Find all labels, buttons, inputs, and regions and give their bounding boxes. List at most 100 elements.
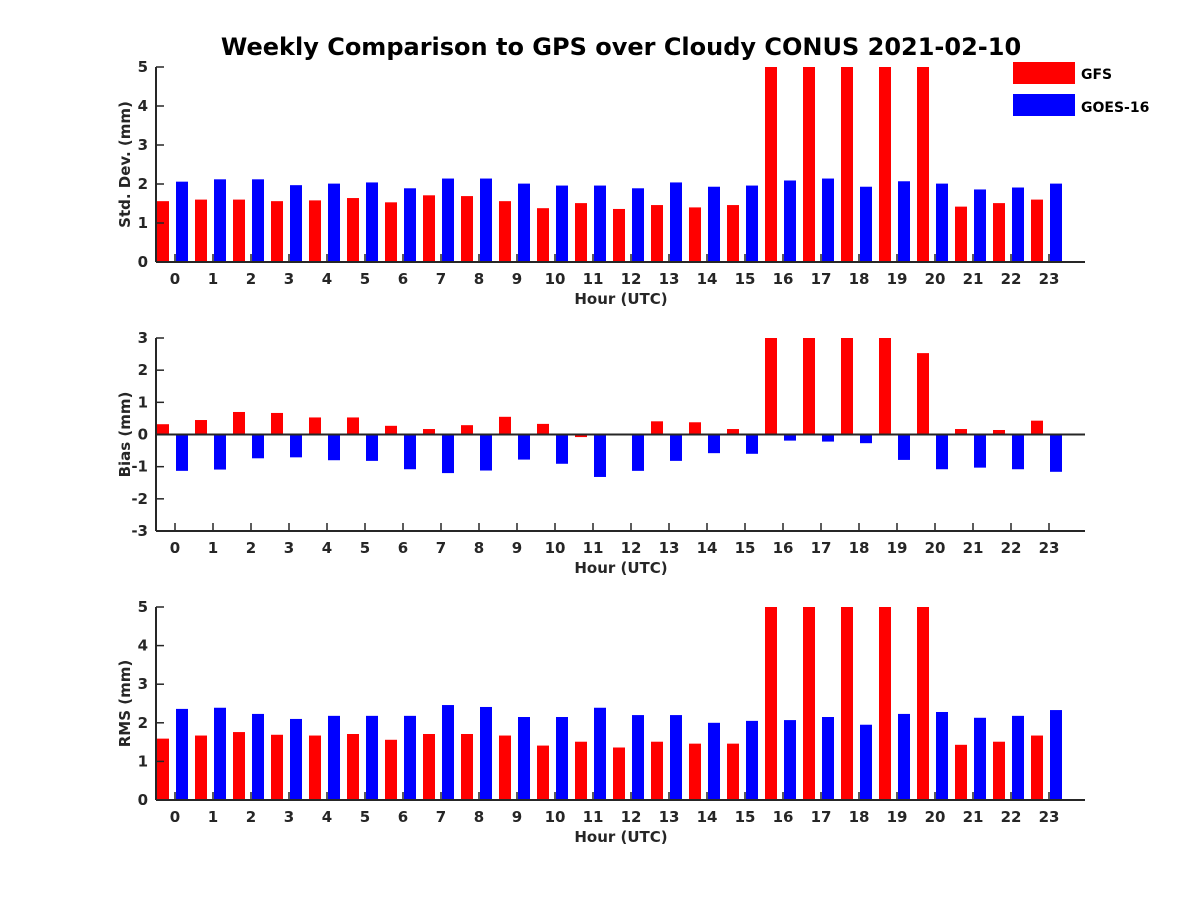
bias-bar-gfs-13 bbox=[651, 421, 663, 435]
bias-y-tick-label: -3 bbox=[131, 522, 148, 540]
std-dev-bar-gfs-10 bbox=[537, 208, 549, 262]
bias-bar-gfs-6 bbox=[385, 425, 397, 435]
std-dev-bar-gfs-4 bbox=[309, 200, 321, 262]
rms-bar-goes16-17 bbox=[822, 717, 834, 800]
bias-x-tick-label: 21 bbox=[963, 539, 984, 557]
bias-bar-gfs-17 bbox=[803, 338, 815, 435]
std-dev-bar-goes16-17 bbox=[822, 178, 834, 262]
rms-bar-goes16-19 bbox=[898, 713, 910, 800]
std-dev-bar-gfs-8 bbox=[461, 196, 473, 262]
bias-bar-gfs-21 bbox=[955, 429, 967, 435]
bias-bar-gfs-23 bbox=[1031, 420, 1043, 435]
rms-x-tick-label: 14 bbox=[697, 808, 718, 826]
bias-bar-goes16-9 bbox=[518, 434, 530, 460]
bias-y-axis-label: Bias (mm) bbox=[116, 392, 134, 478]
std-dev-bar-goes16-0 bbox=[176, 181, 188, 262]
rms-bar-gfs-2 bbox=[233, 732, 245, 800]
bias-x-tick-label: 1 bbox=[208, 539, 218, 557]
std-dev-x-tick-label: 12 bbox=[621, 270, 642, 288]
rms-x-tick-label: 8 bbox=[474, 808, 484, 826]
std-dev-bar-goes16-19 bbox=[898, 181, 910, 262]
std-dev-y-tick-label: 5 bbox=[138, 58, 148, 76]
std-dev-bar-goes16-9 bbox=[518, 183, 530, 262]
rms-x-tick-label: 22 bbox=[1001, 808, 1022, 826]
std-dev-bar-gfs-21 bbox=[955, 206, 967, 262]
std-dev-x-tick-label: 16 bbox=[773, 270, 794, 288]
bias-x-tick-label: 4 bbox=[322, 539, 332, 557]
std-dev-bar-gfs-9 bbox=[499, 201, 511, 262]
std-dev-bar-goes16-7 bbox=[442, 178, 454, 262]
std-dev-x-tick-label: 15 bbox=[735, 270, 756, 288]
std-dev-x-tick-label: 21 bbox=[963, 270, 984, 288]
std-dev-x-tick-label: 3 bbox=[284, 270, 294, 288]
std-dev-bar-gfs-7 bbox=[423, 195, 435, 262]
rms-x-tick-label: 23 bbox=[1039, 808, 1060, 826]
std-dev-y-tick-label: 4 bbox=[138, 97, 148, 115]
rms-bar-gfs-5 bbox=[347, 733, 359, 800]
rms-x-tick-label: 11 bbox=[583, 808, 604, 826]
legend: GFS GOES-16 bbox=[1013, 62, 1149, 116]
std-dev-bar-goes16-1 bbox=[214, 179, 226, 262]
rms-bar-gfs-13 bbox=[651, 741, 663, 800]
bias-bar-goes16-13 bbox=[670, 434, 682, 461]
std-dev-x-tick-label: 10 bbox=[545, 270, 566, 288]
bias-x-tick-label: 16 bbox=[773, 539, 794, 557]
rms-bar-gfs-9 bbox=[499, 735, 511, 800]
bias-bar-gfs-8 bbox=[461, 425, 473, 435]
std-dev-bar-goes16-3 bbox=[290, 185, 302, 262]
rms-bar-goes16-4 bbox=[328, 715, 340, 800]
rms-bar-goes16-23 bbox=[1050, 710, 1062, 800]
bias-x-tick-label: 8 bbox=[474, 539, 484, 557]
std-dev-bar-gfs-0 bbox=[157, 201, 169, 262]
rms-y-tick-label: 0 bbox=[138, 791, 148, 809]
rms-bar-goes16-20 bbox=[936, 711, 948, 800]
std-dev-x-tick-label: 14 bbox=[697, 270, 718, 288]
std-dev-bar-gfs-18 bbox=[841, 67, 853, 262]
std-dev-x-tick-label: 0 bbox=[170, 270, 180, 288]
rms-bar-goes16-21 bbox=[974, 717, 986, 800]
std-dev-bar-gfs-12 bbox=[613, 208, 625, 262]
rms-x-tick-label: 6 bbox=[398, 808, 408, 826]
rms-bar-goes16-12 bbox=[632, 715, 644, 800]
bias-x-tick-label: 2 bbox=[246, 539, 256, 557]
rms-x-tick-label: 3 bbox=[284, 808, 294, 826]
bias-x-tick-label: 6 bbox=[398, 539, 408, 557]
rms-bar-goes16-5 bbox=[366, 715, 378, 800]
std-dev-bar-gfs-15 bbox=[727, 205, 739, 262]
rms-bar-goes16-6 bbox=[404, 715, 416, 800]
std-dev-bar-gfs-3 bbox=[271, 201, 283, 262]
rms-bar-gfs-7 bbox=[423, 733, 435, 800]
rms-bar-goes16-9 bbox=[518, 717, 530, 800]
rms-bar-goes16-13 bbox=[670, 715, 682, 800]
bias-bar-gfs-11 bbox=[575, 434, 587, 438]
rms-bar-gfs-0 bbox=[157, 738, 169, 800]
bias-x-tick-label: 10 bbox=[545, 539, 566, 557]
std-dev-bar-goes16-18 bbox=[860, 186, 872, 262]
rms-bar-gfs-17 bbox=[803, 607, 815, 800]
std-dev-bar-goes16-2 bbox=[252, 179, 264, 262]
bias-bar-gfs-16 bbox=[765, 338, 777, 435]
bias-bar-goes16-18 bbox=[860, 434, 872, 444]
bias-bar-gfs-19 bbox=[879, 338, 891, 435]
rms-x-tick-label: 16 bbox=[773, 808, 794, 826]
std-dev-bar-goes16-4 bbox=[328, 183, 340, 262]
bias-bar-gfs-3 bbox=[271, 412, 283, 435]
std-dev-x-tick-label: 9 bbox=[512, 270, 522, 288]
std-dev-bar-gfs-16 bbox=[765, 67, 777, 262]
bias-bar-gfs-1 bbox=[195, 420, 207, 435]
bias-bar-goes16-6 bbox=[404, 434, 416, 470]
bias-x-tick-label: 13 bbox=[659, 539, 680, 557]
rms-bar-gfs-19 bbox=[879, 607, 891, 800]
std-dev-y-tick-label: 3 bbox=[138, 136, 148, 154]
std-dev-bar-goes16-13 bbox=[670, 182, 682, 262]
std-dev-bar-gfs-17 bbox=[803, 67, 815, 262]
rms-x-tick-label: 19 bbox=[887, 808, 908, 826]
std-dev-bar-goes16-11 bbox=[594, 185, 606, 262]
bias-bar-goes16-16 bbox=[784, 434, 796, 441]
bias-bar-gfs-18 bbox=[841, 338, 853, 435]
bias-x-tick-label: 11 bbox=[583, 539, 604, 557]
bias-bar-goes16-3 bbox=[290, 434, 302, 458]
